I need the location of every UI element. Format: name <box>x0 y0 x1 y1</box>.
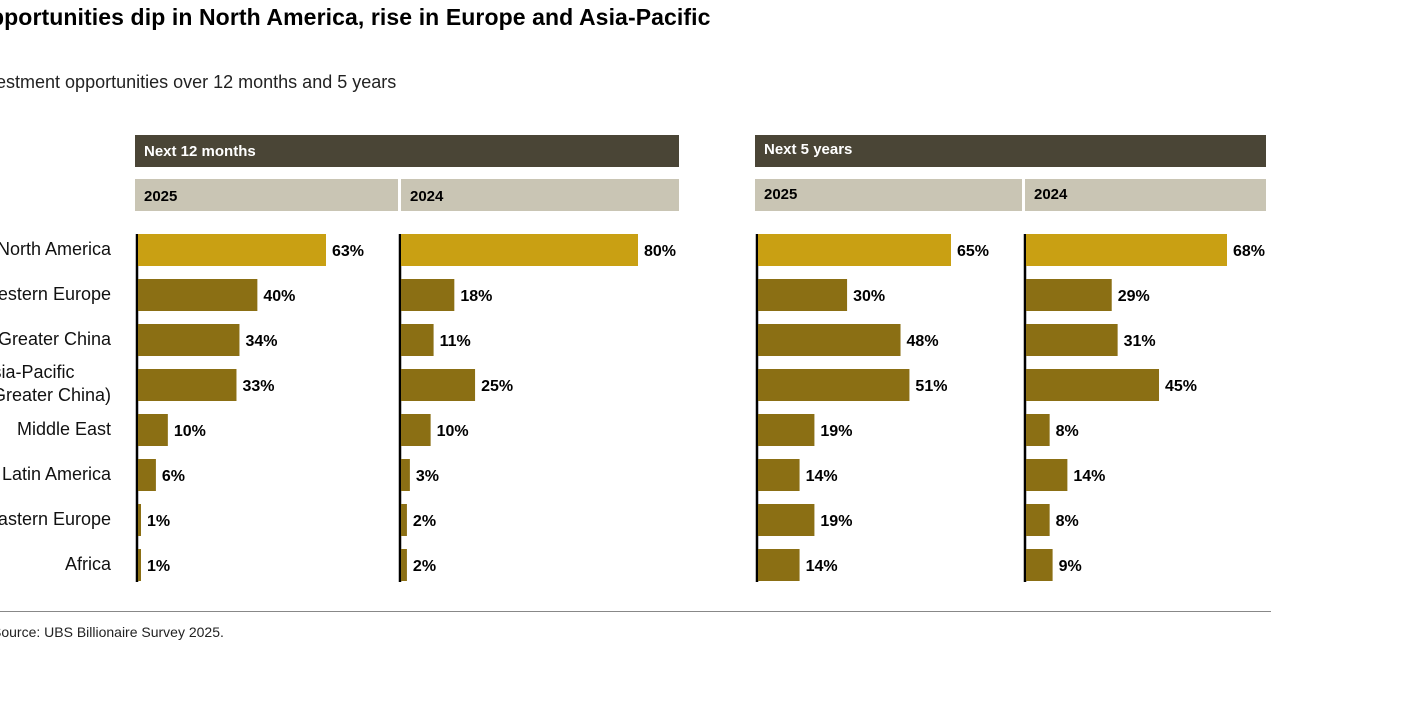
data-label-5y-2025-asia-pacific-excl-greater-china: 51% <box>915 378 947 395</box>
data-label-12m-2025-middle-east: 10% <box>174 423 206 440</box>
bar-5y-2025-eastern-europe <box>758 504 815 536</box>
data-label-5y-2025-greater-china: 48% <box>907 333 939 350</box>
bar-12m-2024-eastern-europe <box>401 504 407 536</box>
bar-5y-2025-latin-america <box>758 459 800 491</box>
data-label-12m-2025-africa: 1% <box>147 558 170 575</box>
footer-rule <box>0 611 1271 612</box>
bar-12m-2024-greater-china <box>401 324 434 356</box>
data-label-5y-2025-eastern-europe: 19% <box>820 513 852 530</box>
bar-5y-2025-middle-east <box>758 414 815 446</box>
category-label-western-europe: Western Europe <box>0 284 111 304</box>
bar-5y-2024-western-europe <box>1026 279 1112 311</box>
data-label-5y-2025-latin-america: 14% <box>806 468 838 485</box>
category-label-latin-america: Latin America <box>1 464 111 484</box>
bar-5y-2025-greater-china <box>758 324 901 356</box>
panel-header-12-months: Next 12 months <box>135 135 679 167</box>
data-label-5y-2025-africa: 14% <box>806 558 838 575</box>
source-note: Source: UBS Billionaire Survey 2025. <box>0 624 224 640</box>
data-label-5y-2024-eastern-europe: 8% <box>1056 513 1079 530</box>
data-label-12m-2024-latin-america: 3% <box>416 468 439 485</box>
data-label-5y-2024-asia-pacific-excl-greater-china: 45% <box>1165 378 1197 395</box>
bar-12m-2025-asia-pacific-excl-greater-china <box>138 369 237 401</box>
bar-12m-2025-middle-east <box>138 414 168 446</box>
bar-5y-2025-north-america <box>758 234 951 266</box>
data-label-12m-2025-western-europe: 40% <box>263 288 295 305</box>
bar-12m-2025-latin-america <box>138 459 156 491</box>
data-label-5y-2025-middle-east: 19% <box>820 423 852 440</box>
year-header-12m-2025: 2025 <box>135 179 398 211</box>
bar-12m-2025-africa <box>138 549 141 581</box>
data-label-12m-2024-greater-china: 11% <box>440 333 471 350</box>
bar-5y-2024-middle-east <box>1026 414 1050 446</box>
data-label-12m-2024-asia-pacific-excl-greater-china: 25% <box>481 378 513 395</box>
data-label-12m-2025-greater-china: 34% <box>245 333 277 350</box>
data-label-12m-2025-north-america: 63% <box>332 243 364 260</box>
bar-5y-2025-western-europe <box>758 279 848 311</box>
chart-title: Opportunities dip in North America, rise… <box>0 4 711 30</box>
data-label-5y-2024-western-europe: 29% <box>1118 288 1150 305</box>
year-header-12m-2024: 2024 <box>401 179 679 211</box>
chart-subtitle: Investment opportunities over 12 months … <box>0 72 397 92</box>
bar-12m-2025-western-europe <box>138 279 258 311</box>
bar-5y-2024-asia-pacific-excl-greater-china <box>1026 369 1160 401</box>
category-label-africa: Africa <box>64 554 111 574</box>
data-label-12m-2024-middle-east: 10% <box>437 423 469 440</box>
category-label-greater-china: Greater China <box>0 329 111 349</box>
data-label-5y-2024-latin-america: 14% <box>1073 468 1105 485</box>
category-label-north-america: North America <box>0 239 111 259</box>
data-label-5y-2024-middle-east: 8% <box>1056 423 1079 440</box>
data-label-5y-2024-north-america: 68% <box>1233 243 1265 260</box>
bar-12m-2025-north-america <box>138 234 326 266</box>
bar-5y-2024-greater-china <box>1026 324 1118 356</box>
data-label-5y-2024-greater-china: 31% <box>1124 333 1156 350</box>
bar-12m-2024-middle-east <box>401 414 431 446</box>
data-label-5y-2025-western-europe: 30% <box>853 288 885 305</box>
bar-12m-2024-africa <box>401 549 407 581</box>
data-label-12m-2024-eastern-europe: 2% <box>413 513 436 530</box>
panel-header-5-years: Next 5 years <box>755 135 1266 167</box>
year-header-5y-2024: 2024 <box>1025 179 1266 211</box>
category-label-asia-pacific-excl-greater-china: Asia-Pacific(excl. Greater China) <box>0 362 111 405</box>
bar-12m-2024-asia-pacific-excl-greater-china <box>401 369 476 401</box>
data-label-12m-2025-latin-america: 6% <box>162 468 185 485</box>
data-label-12m-2025-eastern-europe: 1% <box>147 513 170 530</box>
bar-5y-2024-eastern-europe <box>1026 504 1050 536</box>
bar-12m-2024-latin-america <box>401 459 410 491</box>
bar-5y-2024-latin-america <box>1026 459 1068 491</box>
bar-12m-2025-eastern-europe <box>138 504 141 536</box>
category-label-eastern-europe: Eastern Europe <box>0 509 111 529</box>
bar-12m-2024-north-america <box>401 234 638 266</box>
bar-5y-2024-africa <box>1026 549 1053 581</box>
bar-5y-2025-africa <box>758 549 800 581</box>
data-label-5y-2025-north-america: 65% <box>957 243 989 260</box>
bar-5y-2025-asia-pacific-excl-greater-china <box>758 369 910 401</box>
data-label-12m-2024-africa: 2% <box>413 558 436 575</box>
category-label-middle-east: Middle East <box>16 419 111 439</box>
year-header-5y-2025: 2025 <box>755 179 1022 211</box>
bar-5y-2024-north-america <box>1026 234 1227 266</box>
bar-12m-2025-greater-china <box>138 324 240 356</box>
data-label-12m-2025-asia-pacific-excl-greater-china: 33% <box>242 378 274 395</box>
data-label-12m-2024-north-america: 80% <box>644 243 676 260</box>
bar-12m-2024-western-europe <box>401 279 455 311</box>
data-label-5y-2024-africa: 9% <box>1059 558 1082 575</box>
data-label-12m-2024-western-europe: 18% <box>460 288 492 305</box>
